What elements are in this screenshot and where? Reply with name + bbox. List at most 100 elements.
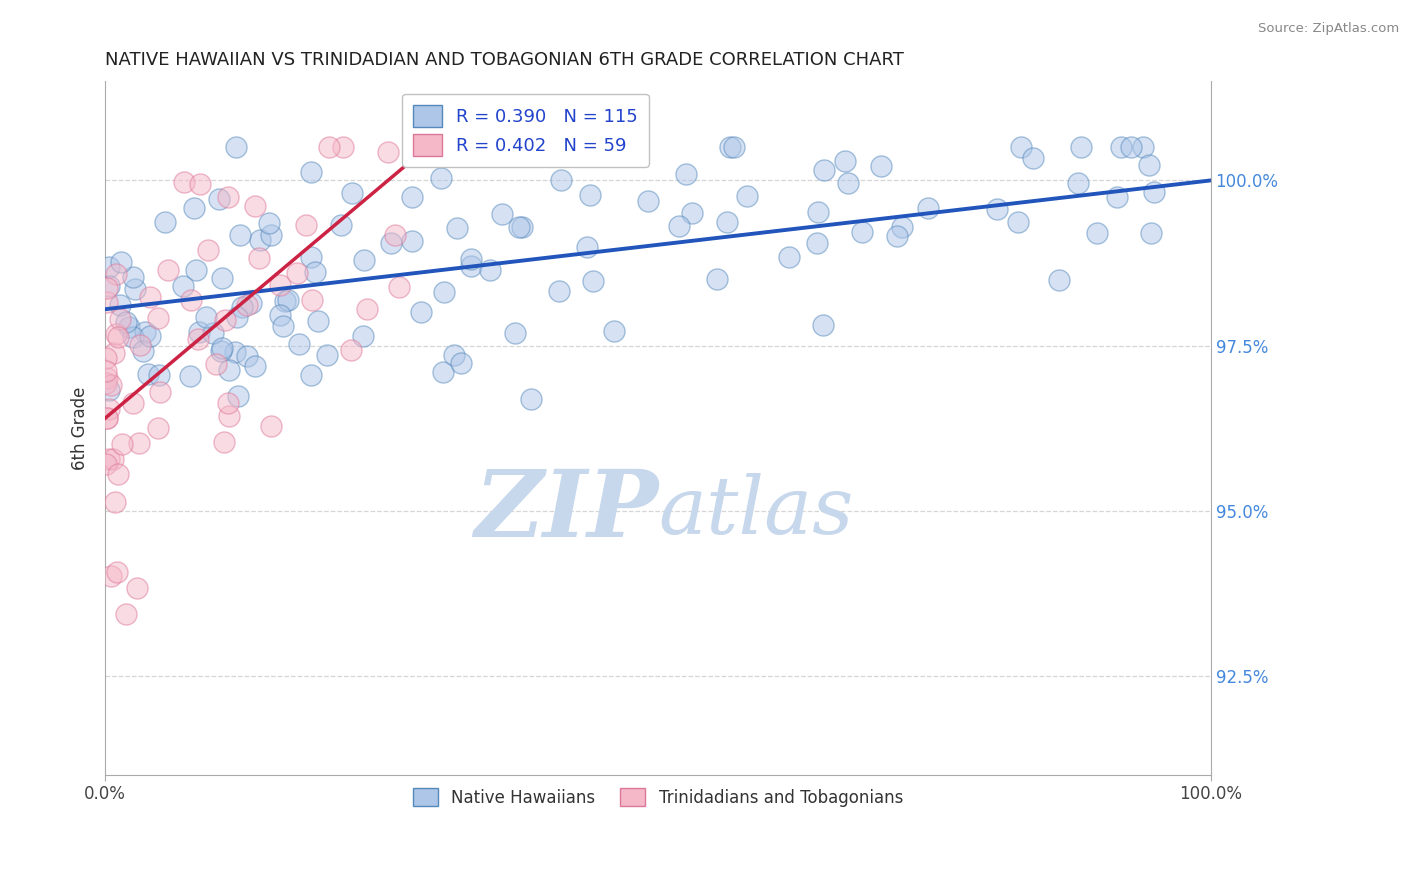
Point xyxy=(180,293,202,308)
Point xyxy=(243,199,266,213)
Point xyxy=(228,227,250,242)
Point xyxy=(718,140,741,154)
Point xyxy=(582,275,605,289)
Point xyxy=(834,153,856,168)
Point xyxy=(96,411,118,425)
Point xyxy=(138,328,160,343)
Point xyxy=(205,357,228,371)
Point xyxy=(148,310,170,325)
Point xyxy=(295,218,318,232)
Point xyxy=(277,293,299,307)
Point xyxy=(96,351,118,365)
Point xyxy=(122,395,145,409)
Point xyxy=(260,418,283,433)
Point xyxy=(100,377,122,392)
Point xyxy=(129,338,152,352)
Text: ZIP: ZIP xyxy=(474,467,658,557)
Point xyxy=(356,301,378,316)
Point xyxy=(94,376,117,390)
Point xyxy=(330,219,353,233)
Point xyxy=(917,201,939,215)
Point xyxy=(97,451,120,466)
Point xyxy=(107,467,129,481)
Point xyxy=(318,140,340,154)
Legend: Native Hawaiians, Trinidadians and Tobagonians: Native Hawaiians, Trinidadians and Tobag… xyxy=(405,780,911,815)
Point xyxy=(706,271,728,285)
Point xyxy=(225,140,247,154)
Point xyxy=(96,411,118,425)
Point xyxy=(870,160,893,174)
Point xyxy=(299,250,322,264)
Point xyxy=(332,140,354,154)
Text: Source: ZipAtlas.com: Source: ZipAtlas.com xyxy=(1258,22,1399,36)
Point xyxy=(315,348,337,362)
Point xyxy=(249,233,271,247)
Point xyxy=(304,265,326,279)
Point xyxy=(103,346,125,360)
Point xyxy=(247,252,270,266)
Point xyxy=(96,371,118,385)
Point xyxy=(94,364,117,378)
Point xyxy=(1010,140,1032,154)
Point xyxy=(603,324,626,338)
Point xyxy=(811,318,834,332)
Point xyxy=(107,330,129,344)
Point xyxy=(96,457,118,471)
Point xyxy=(1109,140,1132,154)
Point xyxy=(450,356,472,370)
Point xyxy=(430,171,453,186)
Point xyxy=(1007,215,1029,229)
Point xyxy=(118,320,141,334)
Text: NATIVE HAWAIIAN VS TRINIDADIAN AND TOBAGONIAN 6TH GRADE CORRELATION CHART: NATIVE HAWAIIAN VS TRINIDADIAN AND TOBAG… xyxy=(105,51,904,69)
Point xyxy=(201,326,224,340)
Point xyxy=(986,202,1008,216)
Point xyxy=(187,332,209,346)
Point xyxy=(384,227,406,242)
Point xyxy=(807,205,830,219)
Point xyxy=(211,271,233,285)
Point xyxy=(388,280,411,294)
Point xyxy=(125,581,148,595)
Point xyxy=(716,214,738,228)
Point xyxy=(1070,140,1092,154)
Point xyxy=(110,312,132,326)
Point xyxy=(307,314,329,328)
Point xyxy=(236,298,259,312)
Point xyxy=(479,263,502,277)
Point xyxy=(121,330,143,344)
Point xyxy=(269,308,291,322)
Point xyxy=(97,383,120,397)
Point xyxy=(208,192,231,206)
Point xyxy=(157,263,180,277)
Point xyxy=(401,190,423,204)
Point xyxy=(218,409,240,423)
Point xyxy=(339,343,361,358)
Point xyxy=(146,421,169,435)
Point xyxy=(503,326,526,340)
Point xyxy=(197,243,219,257)
Point xyxy=(778,251,800,265)
Point xyxy=(1121,140,1143,154)
Point xyxy=(460,252,482,266)
Point xyxy=(259,216,281,230)
Point xyxy=(98,260,121,275)
Point xyxy=(103,452,125,467)
Point xyxy=(153,214,176,228)
Point xyxy=(187,325,209,339)
Point xyxy=(340,186,363,200)
Point xyxy=(96,281,118,295)
Point xyxy=(149,385,172,400)
Point xyxy=(550,172,572,186)
Text: atlas: atlas xyxy=(658,473,853,550)
Point xyxy=(837,176,859,190)
Point xyxy=(1087,227,1109,241)
Point xyxy=(446,221,468,235)
Point xyxy=(209,344,232,359)
Point xyxy=(98,402,121,417)
Point xyxy=(240,296,263,310)
Point xyxy=(1105,190,1128,204)
Point xyxy=(124,282,146,296)
Point xyxy=(1021,151,1043,165)
Point xyxy=(110,437,132,451)
Point xyxy=(104,495,127,509)
